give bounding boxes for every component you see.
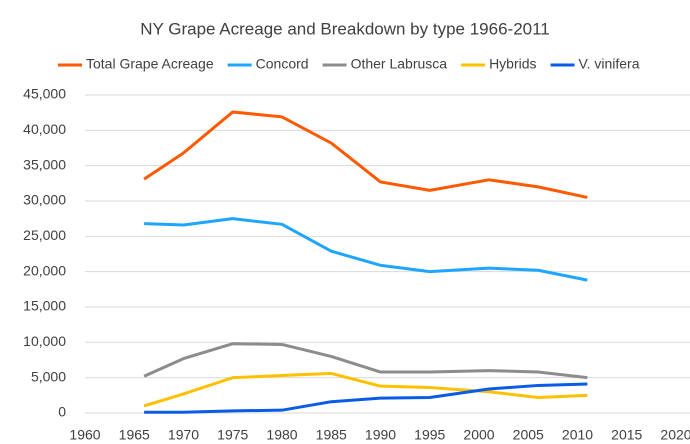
x-tick-label: 1960 [69,427,100,443]
x-tick-label: 2015 [611,427,642,443]
chart-title: NY Grape Acreage and Breakdown by type 1… [140,19,550,38]
x-tick-label: 2000 [463,427,494,443]
y-tick-label: 25,000 [23,227,66,243]
x-tick-label: 1985 [316,427,347,443]
x-tick-label: 2010 [562,427,593,443]
y-tick-label: 20,000 [23,262,66,278]
legend-label: Hybrids [489,56,536,72]
series-line [143,342,588,380]
legend-label: Other Labrusca [351,56,448,72]
y-tick-label: 45,000 [23,86,66,102]
x-tick-label: 1990 [365,427,396,443]
legend-label: Concord [256,56,309,72]
y-tick-label: 5,000 [31,368,66,384]
series-line [143,371,588,408]
legend-label: Total Grape Acreage [86,56,214,72]
series-line [144,217,588,282]
x-tick-label: 1970 [168,427,199,443]
series-line [143,110,588,199]
series-line [144,382,588,414]
x-tick-label: 1975 [217,427,248,443]
legend-label: V. vinifera [579,56,640,72]
y-tick-label: 35,000 [23,156,66,172]
y-tick-label: 0 [58,404,66,420]
x-tick-label: 2020 [660,427,690,443]
x-tick-label: 2005 [513,427,544,443]
x-tick-label: 1980 [266,427,297,443]
x-tick-label: 1965 [119,427,150,443]
y-tick-label: 10,000 [23,333,66,349]
y-tick-label: 40,000 [23,121,66,137]
y-tick-label: 15,000 [23,298,66,314]
y-tick-label: 30,000 [23,192,66,208]
x-tick-label: 1995 [414,427,445,443]
